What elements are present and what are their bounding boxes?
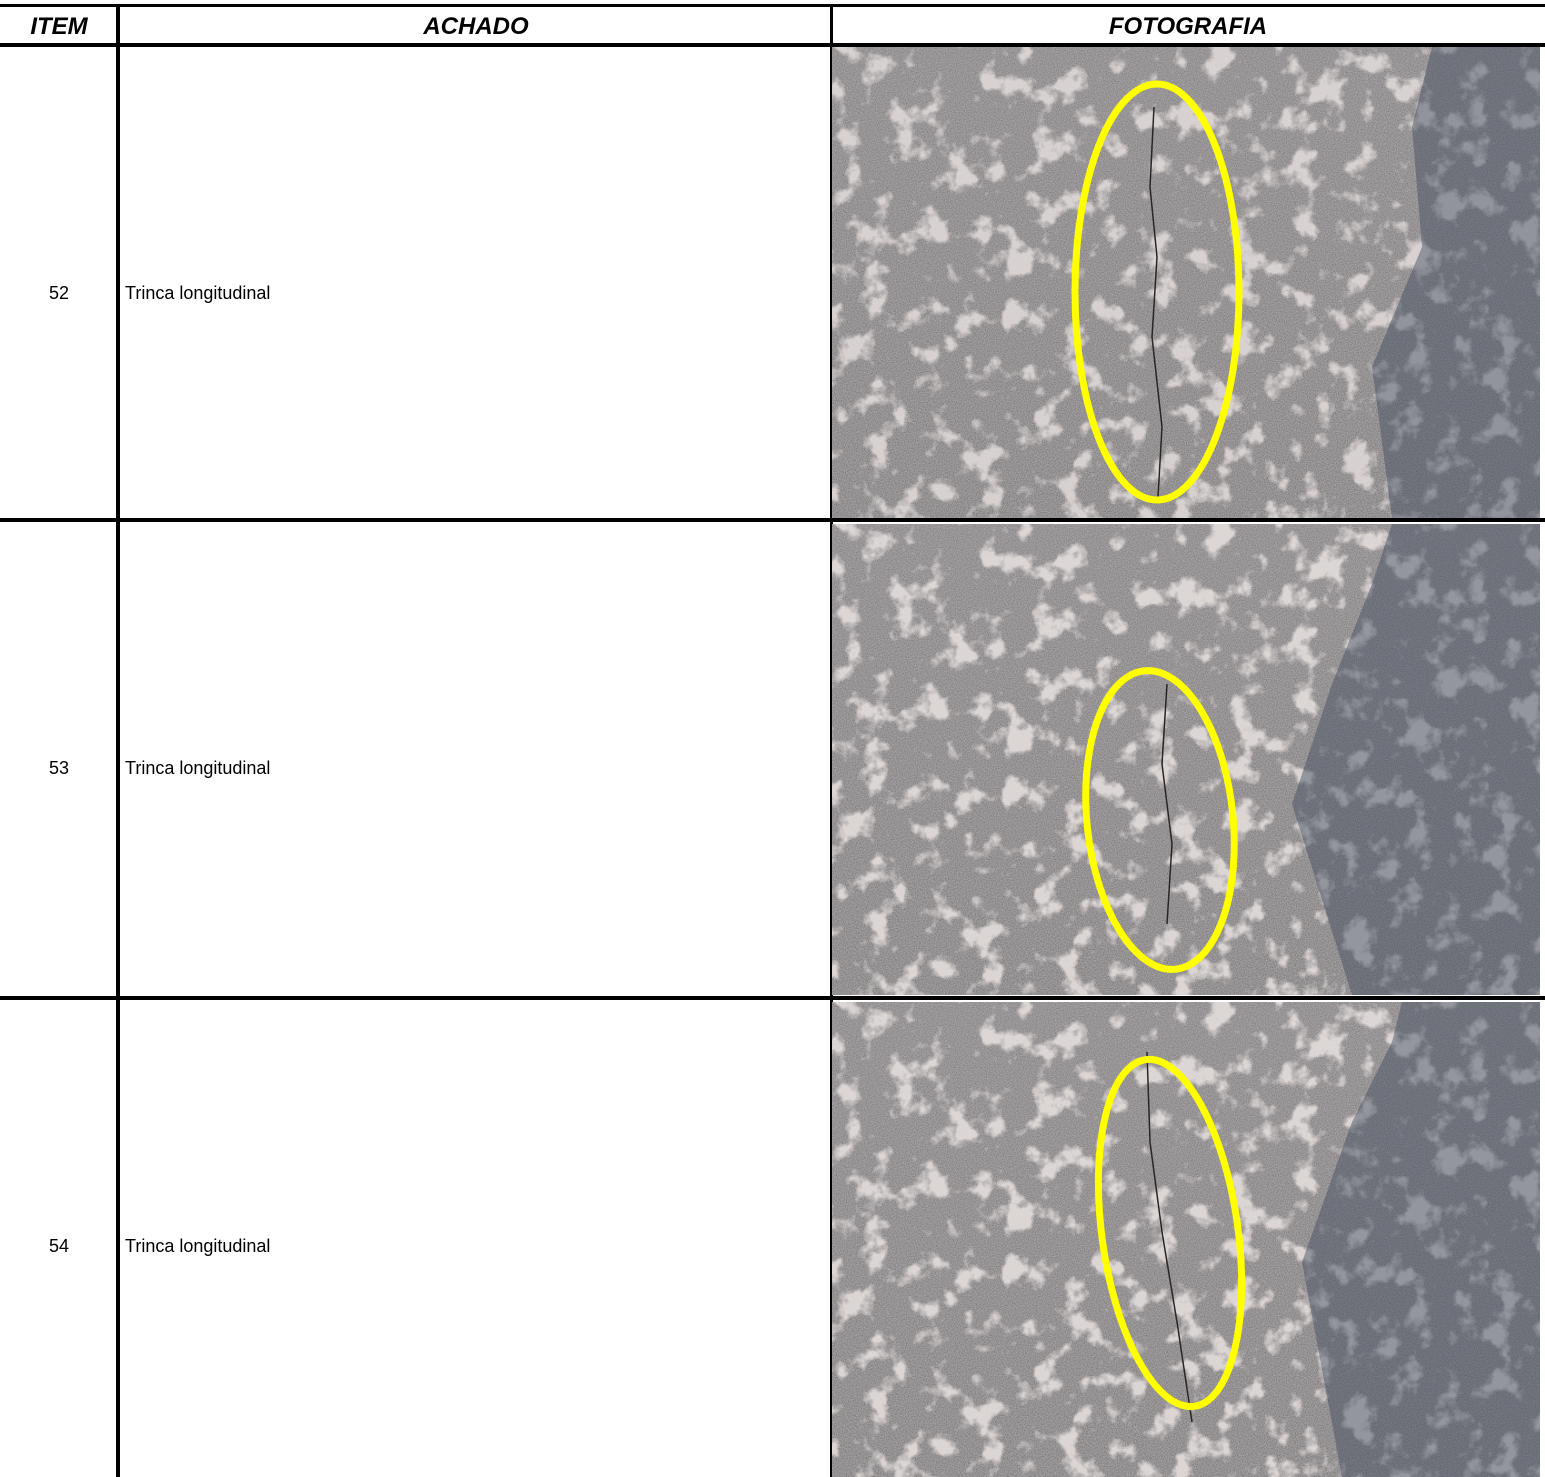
header-cell: FOTOGRAFIA	[1108, 13, 1268, 40]
border	[0, 43, 1545, 47]
border	[0, 4, 1545, 7]
finding: Trinca longitudinal	[125, 1236, 271, 1256]
photo	[832, 1002, 1540, 1477]
border	[116, 4, 120, 1477]
border	[0, 518, 1545, 522]
border	[830, 4, 833, 1477]
item-number: 52	[48, 283, 70, 303]
border	[0, 996, 1545, 1000]
header-cell: ACHADO	[423, 13, 529, 40]
photo	[832, 524, 1540, 995]
header-cell: ITEM	[30, 13, 88, 40]
photo	[832, 47, 1540, 518]
item-number: 54	[48, 1236, 70, 1256]
finding: Trinca longitudinal	[125, 758, 271, 778]
finding: Trinca longitudinal	[125, 283, 271, 303]
item-number: 53	[48, 758, 70, 778]
